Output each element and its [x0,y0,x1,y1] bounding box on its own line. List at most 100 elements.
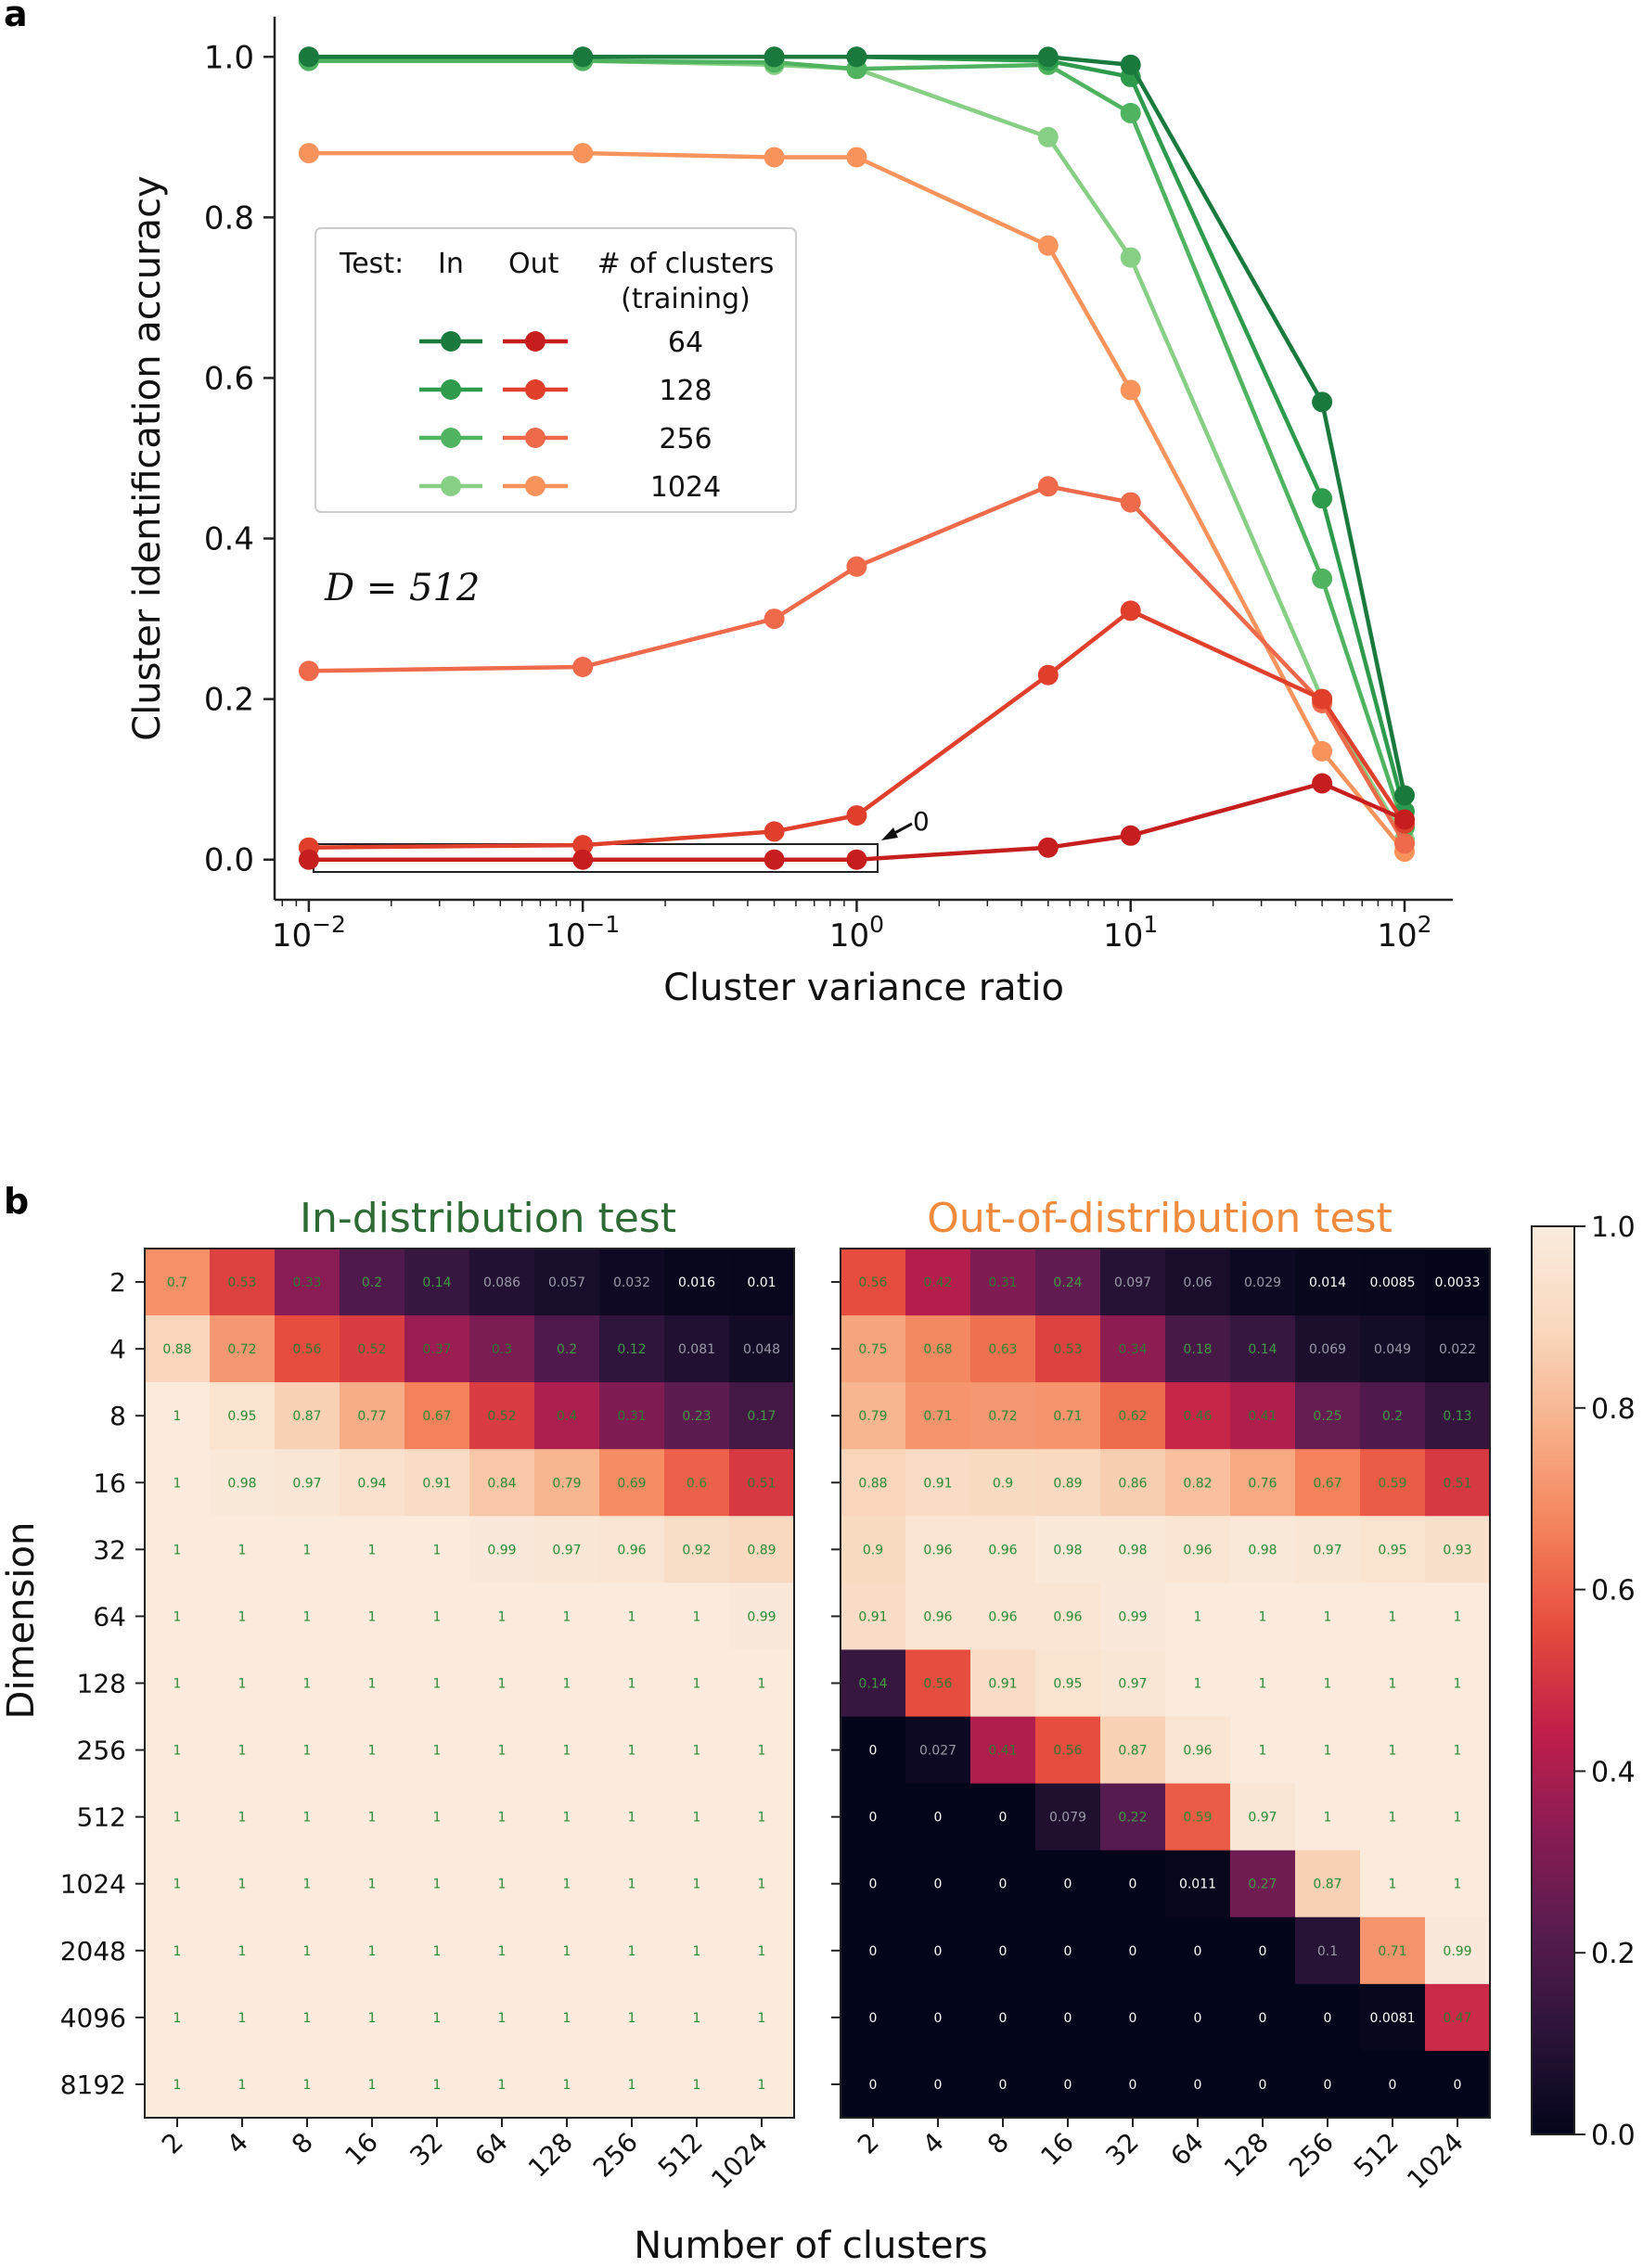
heatmap-cell [1295,1850,1361,1918]
heatmap-cell-value: 1 [433,1877,442,1892]
heatmap-cell-value: 0.42 [923,1275,952,1290]
heatmap-in-distribution: 0.7 0.53 0.33 0.2 0.14 0.086 0.057 0.032 0.016 0.… [60,1248,795,2195]
heatmap-cell-value: 0.91 [858,1609,887,1624]
heatmap-cell [970,1315,1036,1383]
heatmap-cell [469,1850,535,1918]
heatmap-cell-value: 1 [173,1744,182,1759]
heatmap-cell [664,1649,730,1718]
x-tick-label: 10−1 [546,911,620,955]
heatmap-cell-value: 1 [368,1543,377,1557]
heatmap-cell-value: 1 [173,1409,182,1424]
heatmap-cell-value: 1 [693,1677,701,1692]
heatmap-cell [1425,1783,1491,1852]
heatmap-cell-value: 0.59 [1378,1476,1406,1491]
heatmap-cell-value: 0 [869,1877,878,1892]
heatmap-cell-value: 0 [999,2011,1008,2026]
heatmap-cell-value: 0.75 [858,1342,887,1357]
heatmap-cell [145,1516,211,1583]
heatmap-cell-value: 0.97 [552,1543,581,1557]
legend-label: 1024 [650,471,721,504]
heatmap-cell [404,1716,470,1785]
heatmap-x-tick-label: 8 [982,2127,1015,2160]
heatmap-cell [275,1783,340,1852]
heatmap-cell-value: 0 [1389,2078,1397,2093]
heatmap-x-tick-label: 512 [652,2127,709,2184]
heatmap-cell-value: 0.41 [988,1744,1017,1759]
heatmap-cell [970,2050,1036,2119]
heatmap-x-tick-label: 8 [286,2127,319,2160]
heatmap-cell-value: 1 [238,2078,247,2093]
heatmap-cell-value: 0.52 [487,1409,516,1424]
dimension-annotation: D = 512 [324,567,480,609]
legend-header-out: Out [508,248,559,280]
zero-annotation-label: 0 [913,806,930,837]
heatmap-cell [404,1315,470,1383]
heatmap-cell-value: 0.96 [923,1543,952,1557]
heatmap-cell [664,1916,730,1985]
heatmap-cell [534,1449,600,1517]
legend-marker-out [525,379,546,400]
legend-header-clusters: # of clusters [597,248,775,280]
heatmap-cell [1360,1382,1426,1450]
heatmap-cell-value: 0.95 [1053,1677,1082,1692]
heatmap-cell [210,1850,276,1918]
legend-header-in: In [438,248,464,280]
heatmap-cell [1360,1850,1426,1918]
heatmap-cell-value: 0 [1259,1944,1267,1959]
heatmap-cell-value: 1 [498,1811,507,1826]
heatmap-cell-value: 1 [173,1609,182,1624]
heatmap-cell-value: 1 [628,1944,636,1959]
heatmap-cell [210,1649,276,1718]
heatmap-cell-value: 1 [173,1944,182,1959]
heatmap-cell-value: 1 [628,1877,636,1892]
heatmap-cell-value: 0.56 [292,1342,321,1357]
heatmap-cell-value: 1 [1259,1744,1267,1759]
data-point-in-64 [764,46,785,68]
heatmap-x-tick-label: 32 [404,2127,449,2172]
legend-marker-out [525,476,546,496]
heatmap-cell-value: 1 [628,2011,636,2026]
heatmap-cell-value: 0 [1454,2078,1462,2093]
heatmap-cell-value: 1 [758,1744,766,1759]
heatmap-cell-value: 1 [1194,1609,1202,1624]
heatmap-cell [1100,1382,1166,1450]
heatmap-cell-value: 0.94 [357,1476,386,1491]
heatmap-cell-value: 1 [498,2011,507,2026]
heatmap-cell-value: 1 [368,1677,377,1692]
heatmap-cell-value: 0.3 [492,1342,512,1357]
heatmap-cell [340,1850,405,1918]
heatmap-cell [1100,1582,1166,1651]
heatmap-cell-value: 1 [238,1677,247,1692]
heatmap-cell [841,2050,906,2119]
heatmap-cell [841,1315,906,1383]
heatmap-cell [275,1916,340,1985]
heatmap-cell [1360,1649,1426,1718]
heatmap-cell [340,1449,405,1517]
heatmap-cell-value: 0.96 [1183,1543,1212,1557]
data-point-out-64 [1394,809,1415,830]
heatmap-cell [1360,1916,1426,1985]
heatmap-cell [1230,1516,1296,1583]
heatmap-cell [210,1983,276,2052]
heatmap-cell [905,1983,971,2052]
heatmap-cell-value: 1 [628,1744,636,1759]
heatmap-cell [534,1783,600,1852]
heatmap-cell [340,1582,405,1651]
heatmap-cell-value: 1 [758,2011,766,2026]
heatmap-cell-value: 0.27 [1248,1877,1277,1892]
heatmap-cell [599,1249,665,1316]
heatmap-cell-value: 0 [1194,2078,1202,2093]
heatmap-cell [1035,2050,1101,2119]
data-point-out-128 [764,821,785,842]
heatmap-cell [599,1582,665,1651]
heatmap-cell-value: 0.91 [422,1476,451,1491]
heatmap-cell-value: 1 [1259,1609,1267,1624]
heatmap-cell-value: 0.89 [1053,1476,1082,1491]
heatmap-cell [145,1382,211,1450]
series-line-out-1024 [308,150,1406,853]
heatmap-cell [210,1249,276,1316]
data-point-out-1024 [298,143,319,164]
data-point-in-64 [846,46,867,68]
heatmap-cell-value: 0.048 [743,1342,780,1357]
heatmap-cell [841,1516,906,1583]
